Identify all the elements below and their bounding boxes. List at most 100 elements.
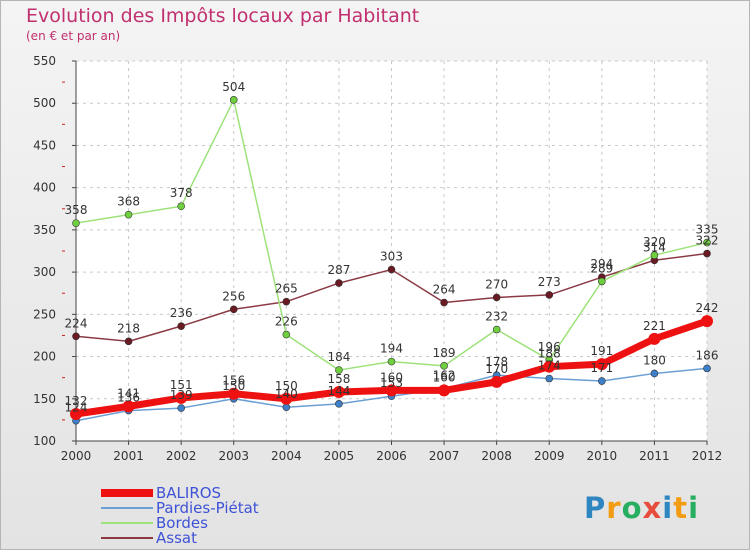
chart-title: Evolution des Impôts locaux par Habitant xyxy=(26,5,420,27)
data-point xyxy=(703,364,711,373)
data-label: 140 xyxy=(275,387,298,401)
data-point xyxy=(703,249,711,258)
x-tick-label: 2005 xyxy=(324,449,355,463)
data-label: 186 xyxy=(696,348,719,362)
data-label: 170 xyxy=(485,362,508,376)
y-tick-label: 450 xyxy=(33,138,56,152)
data-label: 162 xyxy=(433,369,456,383)
data-point xyxy=(492,325,501,334)
data-point xyxy=(177,202,185,211)
data-label: 335 xyxy=(696,223,719,237)
y-tick-label: 200 xyxy=(33,350,56,364)
data-label: 226 xyxy=(275,315,298,329)
y-tick-label: 150 xyxy=(33,392,56,406)
y-tick-label: 400 xyxy=(33,181,56,195)
data-labels: 358 368 378 504 226 184 194 189 232 196 289 320 335 xyxy=(65,80,719,364)
x-tick-label: 2008 xyxy=(481,449,512,463)
data-label: 150 xyxy=(222,379,245,393)
data-point xyxy=(282,330,291,339)
data-point xyxy=(701,315,713,328)
data-point xyxy=(280,392,293,405)
data-label: 184 xyxy=(327,350,350,364)
data-label: 358 xyxy=(65,203,88,217)
logo-letter: x xyxy=(642,491,663,525)
data-point xyxy=(335,366,343,374)
data-label: 236 xyxy=(170,306,193,320)
data-point xyxy=(703,238,711,247)
data-point xyxy=(650,251,659,260)
data-point xyxy=(282,297,291,306)
data-point xyxy=(229,305,238,314)
legend-swatch xyxy=(101,507,153,509)
y-tick-label: 500 xyxy=(33,96,56,110)
data-label: 124 xyxy=(65,401,88,415)
data-label: 151 xyxy=(170,378,193,392)
data-label: 289 xyxy=(590,261,613,275)
legend-swatch xyxy=(101,522,153,524)
data-label: 218 xyxy=(117,321,140,335)
data-point xyxy=(545,374,554,383)
data-point xyxy=(595,358,608,371)
x-tick-label: 2002 xyxy=(166,449,197,463)
data-point xyxy=(177,322,185,330)
data-point xyxy=(490,375,503,388)
proxiti-logo: Proxiti xyxy=(584,491,699,525)
data-label: 322 xyxy=(696,234,719,248)
x-tick-label: 2010 xyxy=(587,449,618,463)
data-label: 132 xyxy=(65,394,88,408)
data-label: 139 xyxy=(170,388,193,402)
data-point xyxy=(440,362,448,370)
data-label: 156 xyxy=(222,374,245,388)
data-label: 196 xyxy=(538,340,561,354)
y-tick-label: 300 xyxy=(33,265,56,279)
y-tick-label: 100 xyxy=(33,434,56,448)
data-label: 314 xyxy=(643,240,666,254)
logo-letter: o xyxy=(621,491,643,525)
data-point xyxy=(72,219,80,227)
data-label: 153 xyxy=(380,376,403,390)
data-point xyxy=(648,332,661,345)
logo-letter: i xyxy=(688,491,700,525)
logo-letter: t xyxy=(673,491,689,525)
data-point xyxy=(175,391,188,404)
x-tick-label: 2004 xyxy=(271,449,302,463)
data-point xyxy=(335,400,343,408)
data-point xyxy=(387,357,396,366)
data-point xyxy=(543,360,556,373)
logo-letter: i xyxy=(662,491,674,525)
x-tick-label: 2003 xyxy=(218,449,249,463)
data-label: 171 xyxy=(590,361,613,375)
data-label: 178 xyxy=(485,355,508,369)
data-label: 270 xyxy=(485,277,508,291)
data-point xyxy=(545,291,554,299)
chart-subtitle: (en € et par an) xyxy=(26,29,121,43)
x-tick-label: 2001 xyxy=(113,449,144,463)
data-point xyxy=(492,293,501,302)
data-point xyxy=(124,337,133,346)
data-label: 158 xyxy=(327,372,350,386)
data-label: 242 xyxy=(696,301,719,315)
data-label: 180 xyxy=(643,353,666,367)
data-point xyxy=(122,400,135,413)
legend-label: Pardies-Piétat xyxy=(156,499,259,517)
logo-letter: r xyxy=(606,491,622,525)
legend-label: Bordes xyxy=(156,514,208,532)
data-label: 273 xyxy=(538,275,561,289)
data-label: 294 xyxy=(590,257,613,271)
data-point xyxy=(598,277,606,286)
data-point xyxy=(332,386,345,399)
data-label: 221 xyxy=(643,319,666,333)
data-point xyxy=(387,265,396,274)
legend-label: Assat xyxy=(156,529,197,547)
legend-swatch xyxy=(101,489,153,497)
data-label: 191 xyxy=(590,344,613,358)
data-label: 160 xyxy=(433,370,456,384)
data-label: 150 xyxy=(275,379,298,393)
data-label: 160 xyxy=(380,370,403,384)
data-label: 320 xyxy=(643,235,666,249)
data-label: 136 xyxy=(117,391,140,405)
x-tick-label: 2012 xyxy=(692,449,723,463)
data-point xyxy=(70,407,82,420)
